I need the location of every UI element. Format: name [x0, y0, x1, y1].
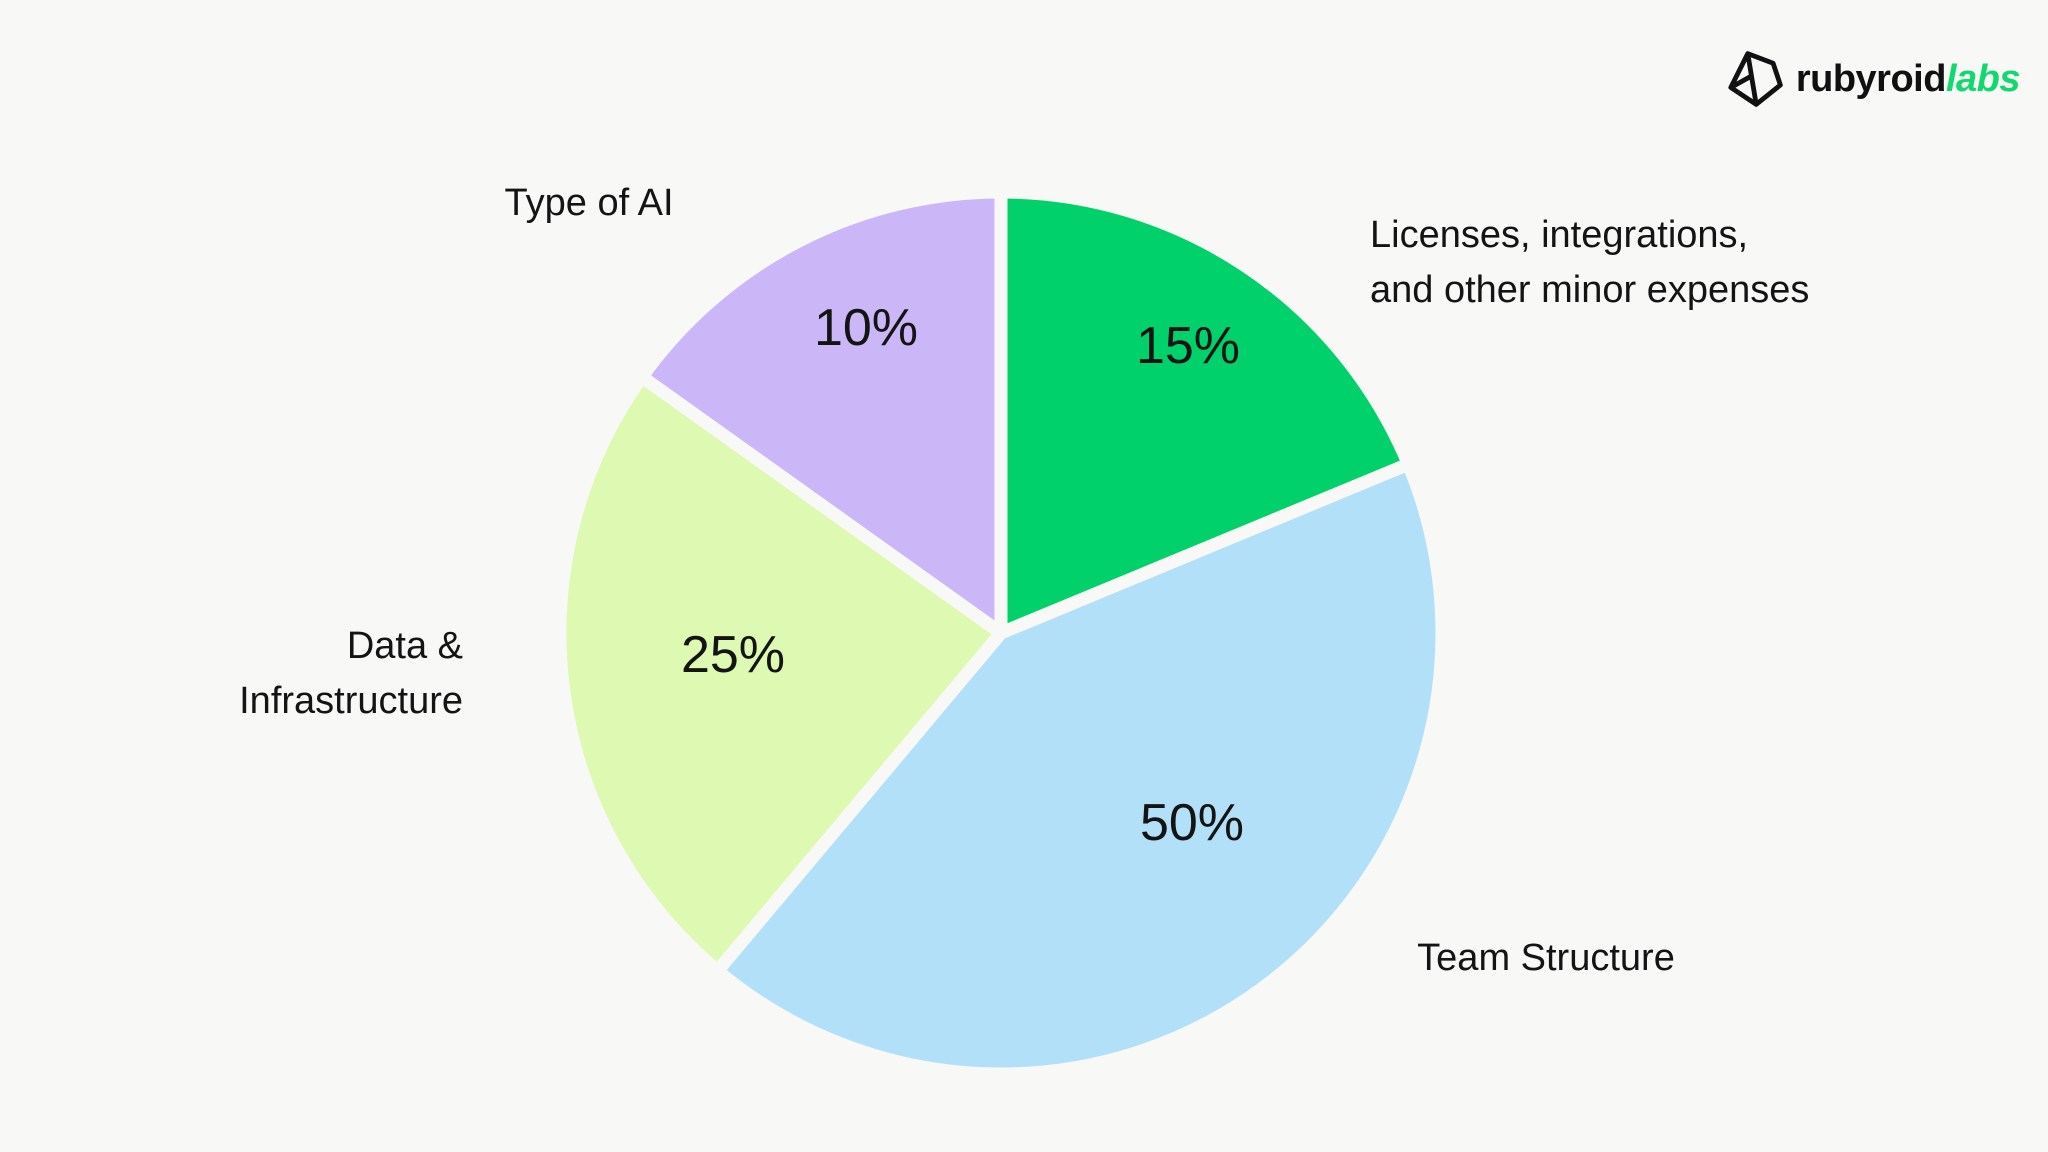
pie-slice-licenses: [994, 185, 1415, 640]
gem-icon: [1728, 51, 1783, 107]
label-team-structure: Team Structure: [1417, 937, 1675, 979]
rubyroidlabs-logo: rubyroidlabs: [1726, 48, 2021, 110]
slice-value-licenses: 15%: [1136, 317, 1240, 375]
logo-brand-suffix: labs: [1945, 57, 2021, 100]
label-type-of-ai: Type of AI: [504, 182, 674, 224]
label-data-infrastructure: Data & Infrastructure: [150, 619, 463, 729]
pie-slice-team-structure: [711, 457, 1449, 1081]
label-data-infrastructure-line1: Data &: [346, 625, 463, 667]
label-licenses-line1: Licenses, integrations,: [1370, 214, 1749, 256]
pie-slice-data-infrastructure: [553, 370, 1008, 978]
label-data-infrastructure-line2: Infrastructure: [239, 680, 463, 722]
slice-value-type-of-ai: 10%: [814, 299, 918, 357]
label-licenses: Licenses, integrations, and other minor …: [1370, 208, 1809, 318]
logo-wordmark: rubyroidlabs: [1795, 57, 2021, 101]
label-licenses-line2: and other minor expenses: [1370, 269, 1810, 311]
slice-value-data-infrastructure: 25%: [681, 626, 785, 684]
slice-value-team-structure: 50%: [1140, 794, 1244, 852]
pie-slice-type-of-ai: [635, 185, 1008, 640]
logo-brand-name: rubyroid: [1795, 57, 1947, 100]
